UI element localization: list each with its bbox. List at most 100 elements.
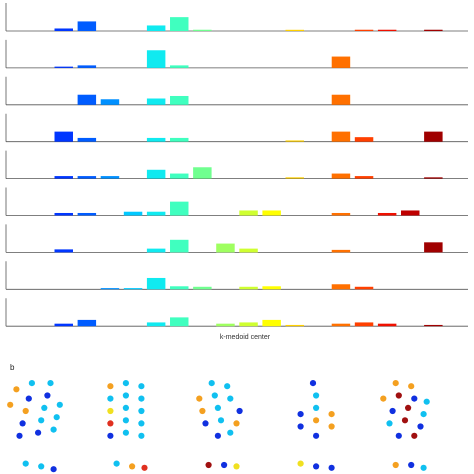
bar [54, 28, 73, 31]
bar-row-5 [5, 150, 468, 180]
scatter-point [22, 460, 29, 467]
bar [193, 286, 212, 290]
bar-row-8 [5, 261, 468, 290]
scatter-point [122, 392, 129, 399]
scatter-point [309, 380, 317, 387]
scatter-point [129, 463, 136, 470]
bar-row-3 [5, 76, 468, 106]
scatter-point [47, 380, 54, 387]
scatter-point [107, 383, 114, 390]
scatter-point [380, 395, 387, 402]
bar-chart-panel [5, 3, 468, 327]
scatter-point [107, 432, 114, 439]
scatter-point [41, 404, 48, 411]
scatter-point [196, 395, 203, 402]
bar [77, 94, 97, 105]
bar [262, 319, 281, 327]
scatter-point [328, 423, 335, 430]
scatter-point [227, 429, 234, 436]
bar [262, 210, 281, 216]
scatter-point [25, 395, 32, 402]
scatter-group-partial-2 [113, 460, 148, 471]
scatter-point [297, 423, 304, 430]
bar [377, 212, 397, 216]
bar [170, 65, 189, 68]
bar [354, 137, 374, 142]
scatter-point [224, 383, 231, 390]
bar [239, 322, 258, 327]
bar [146, 25, 166, 31]
bar [100, 288, 120, 290]
bar [170, 286, 189, 290]
bar [424, 324, 443, 327]
scatter-point [122, 417, 129, 424]
scatter-point [405, 404, 412, 411]
scatter-point [392, 461, 399, 469]
bar [146, 211, 166, 216]
bar [170, 95, 189, 105]
scatter-point [227, 395, 234, 402]
scatter-group-3 [196, 380, 243, 439]
bar [146, 322, 166, 327]
scatter-point [56, 401, 63, 408]
panel-label-b: b [10, 363, 15, 372]
scatter-panel [7, 380, 430, 473]
bar [216, 323, 235, 327]
scatter-point [141, 464, 148, 471]
scatter-point [313, 392, 320, 399]
bar [239, 248, 258, 253]
scatter-point [408, 383, 415, 390]
bar [285, 177, 304, 179]
scatter-point [395, 392, 402, 399]
scatter-point [395, 432, 402, 439]
scatter-point [7, 401, 14, 408]
scatter-point [50, 466, 57, 473]
scatter-group-4 [297, 380, 335, 439]
scatter-point [50, 426, 57, 433]
scatter-point [233, 463, 240, 470]
scatter-point [138, 383, 145, 390]
bar [146, 50, 166, 68]
bar [285, 29, 304, 31]
scatter-point [420, 464, 427, 471]
scatter-point [208, 380, 215, 387]
bar [77, 137, 97, 142]
scatter-point [44, 392, 51, 399]
scatter-group-2 [107, 380, 145, 439]
bar-row-7 [5, 224, 468, 253]
scatter-group-5 [380, 380, 430, 439]
bar [170, 317, 189, 327]
bar [216, 243, 235, 253]
scatter-point [401, 417, 409, 424]
bar [54, 131, 73, 142]
scatter-point [328, 464, 335, 471]
bar [239, 286, 258, 290]
scatter-point [417, 423, 424, 430]
scatter-point [38, 417, 45, 424]
scatter-point [411, 395, 418, 402]
scatter-point [28, 380, 35, 387]
bar [54, 323, 73, 327]
scatter-point [411, 432, 418, 439]
scatter-point [233, 420, 240, 427]
bar [354, 29, 374, 31]
scatter-point [199, 407, 206, 415]
scatter-point [313, 417, 320, 424]
scatter-point [423, 398, 430, 405]
bar [262, 286, 281, 290]
bar [170, 137, 189, 142]
bar [100, 176, 120, 179]
bar [354, 176, 374, 179]
bar [146, 248, 166, 253]
scatter-point [138, 420, 145, 427]
bar [54, 176, 73, 179]
bar [77, 319, 97, 327]
scatter-point [217, 417, 225, 424]
scatter-point [313, 463, 320, 470]
x-axis-label: k-medoid center [220, 334, 271, 341]
scatter-point [107, 407, 114, 415]
scatter-point [19, 420, 26, 427]
bar [331, 249, 351, 253]
bar [424, 177, 443, 179]
bar [424, 29, 443, 31]
